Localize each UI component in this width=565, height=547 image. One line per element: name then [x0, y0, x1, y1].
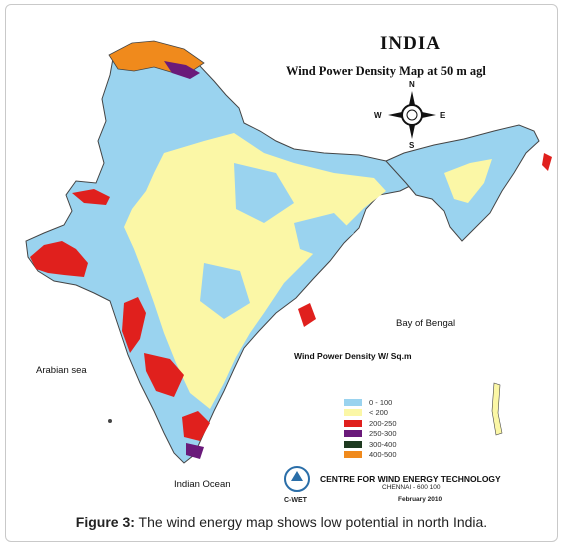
- source-city: CHENNAI - 600 100: [382, 484, 441, 491]
- zone-red-south-2: [182, 411, 210, 441]
- zone-red-west: [122, 297, 146, 353]
- legend-label: < 200: [369, 408, 388, 418]
- compass-rose: [388, 91, 436, 139]
- legend-label: 250-300: [369, 429, 397, 439]
- zone-blue-patch-1: [234, 163, 294, 223]
- zone-red-east: [298, 303, 316, 327]
- legend-item: 0 - 100: [344, 397, 397, 408]
- wind-map: INDIA Wind Power Density Map at 50 m agl…: [14, 13, 554, 504]
- map-subtitle: Wind Power Density Map at 50 m agl: [286, 64, 486, 78]
- compass-w: W: [374, 111, 382, 120]
- zone-red-kutch: [72, 189, 110, 205]
- zone-red-gujarat: [30, 241, 88, 277]
- zone-blue-patch-3: [200, 263, 250, 319]
- source-date: February 2010: [398, 496, 443, 503]
- zone-yellow-northeast: [444, 159, 492, 203]
- legend-item: 200-250: [344, 418, 397, 429]
- figure-caption: Figure 3: The wind energy map shows low …: [6, 514, 557, 530]
- compass-n: N: [409, 80, 415, 89]
- india-map-svg: [25, 40, 552, 492]
- source-org: CENTRE FOR WIND ENERGY TECHNOLOGY: [320, 474, 501, 484]
- legend-swatch: [344, 440, 362, 448]
- zone-purple-south: [186, 443, 204, 459]
- caption-text: The wind energy map shows low potential …: [134, 514, 488, 530]
- zone-yellow-central: [124, 133, 386, 409]
- legend-item: 300-400: [344, 439, 397, 450]
- legend-label: 200-250: [369, 418, 397, 428]
- caption-label: Figure 3:: [75, 514, 135, 530]
- legend-label: 300-400: [369, 439, 397, 449]
- cwet-logo: [284, 466, 310, 492]
- legend-item: 250-300: [344, 429, 397, 440]
- legend-label: 400-500: [369, 450, 397, 460]
- map-title: INDIA: [380, 33, 441, 54]
- zone-red-south-1: [144, 353, 184, 397]
- legend-swatch: [344, 419, 362, 427]
- label-indian-ocean: Indian Ocean: [174, 479, 231, 490]
- legend-item: 400-500: [344, 450, 397, 461]
- zone-red-northeast: [542, 153, 552, 171]
- legend-swatch: [344, 430, 362, 438]
- lakshadweep-islands: [108, 419, 112, 423]
- andaman-islands: [491, 382, 503, 436]
- legend-swatch: [344, 409, 362, 417]
- legend-swatch: [344, 398, 362, 406]
- map-legend: 0 - 100 < 200 200-250 250-300 300-400 40…: [344, 397, 397, 460]
- legend-label: 0 - 100: [369, 397, 393, 407]
- zone-blue-patch-2: [294, 213, 354, 258]
- label-arabian-sea: Arabian sea: [36, 365, 87, 376]
- label-bay-of-bengal: Bay of Bengal: [396, 318, 456, 329]
- zone-purple-north: [164, 61, 200, 79]
- figure-frame: INDIA Wind Power Density Map at 50 m agl…: [5, 4, 558, 542]
- compass-s: S: [409, 141, 415, 150]
- source-abbr: C-WET: [284, 497, 307, 504]
- legend-item: < 200: [344, 408, 397, 419]
- label-density-caption: Wind Power Density W/ Sq.m: [294, 351, 412, 361]
- compass-e: E: [440, 111, 446, 120]
- legend-swatch: [344, 451, 362, 459]
